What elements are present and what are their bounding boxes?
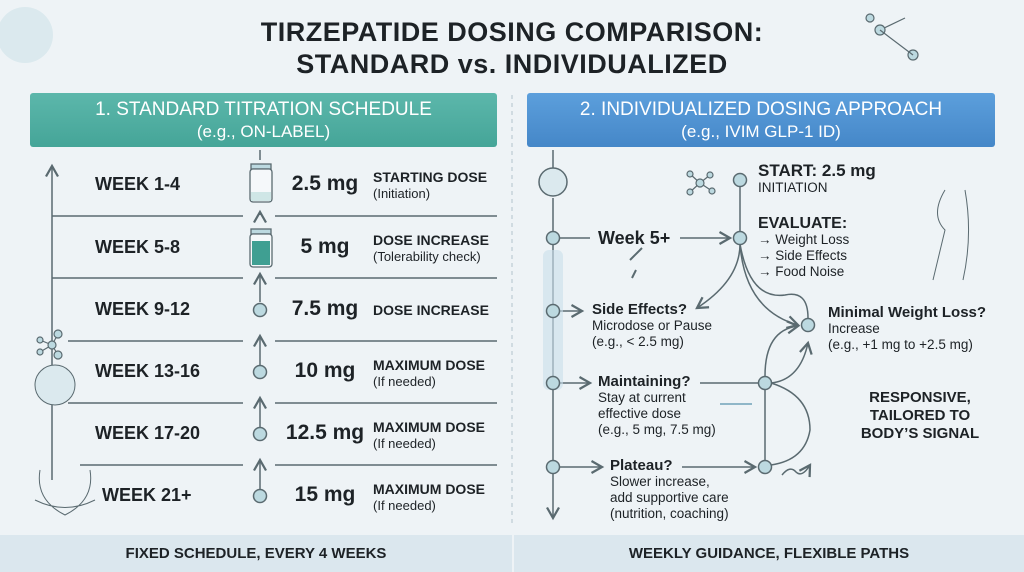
week-5-label: Week 5+ [598,228,671,248]
dose-value: 10 mg [294,359,356,382]
minimal-weight-loss-branch: Minimal Weight Loss? Increase (e.g., +1 … [828,304,987,353]
start-node-label: START: 2.5 mg INITIATION [758,161,876,195]
maintaining-branch: Maintaining? Stay at current effective d… [598,373,716,438]
cell-icon [0,7,53,63]
week-label: WEEK 9-12 [95,299,191,319]
side-effects-branch: Side Effects? Microdose or Pause (e.g., … [592,301,713,350]
tagline: RESPONSIVE, TAILORED TO BODY’S SIGNAL [860,389,980,442]
week-label: WEEK 17-20 [95,423,201,443]
plateau-branch: Plateau? Slower increase, add supportive… [610,457,729,522]
individualized-footer: WEEKLY GUIDANCE, FLEXIBLE PATHS [514,535,1024,572]
body-silhouette-icon [932,189,970,281]
dose-description: MAXIMUM DOSE (If needed) [373,419,485,451]
standard-footer: FIXED SCHEDULE, EVERY 4 WEEKS [0,535,512,572]
page-title: TIRZEPATIDE DOSING COMPARISON: STANDARD … [260,17,764,79]
cell-icon [34,364,76,406]
dose-description: MAXIMUM DOSE (If needed) [373,357,485,389]
week-label: WEEK 1-4 [95,174,181,194]
vial-empty-icon [249,163,273,203]
dose-value: 5 mg [300,235,350,258]
dose-value: 7.5 mg [291,297,359,320]
dose-description: MAXIMUM DOSE (If needed) [373,481,485,513]
molecule-icon [36,13,919,360]
dose-value: 15 mg [294,483,356,506]
dose-description: STARTING DOSE (Initiation) [373,169,488,201]
week-label: WEEK 13-16 [95,361,201,381]
dose-value: 2.5 mg [291,172,359,195]
waist-icon [34,469,96,516]
individualized-header: 2. INDIVIDUALIZED DOSING APPROACH (e.g.,… [527,93,995,147]
evaluate-node-label: EVALUATE: → Weight Loss → Side Effects →… [758,215,850,280]
standard-header: 1. STANDARD TITRATION SCHEDULE (e.g., ON… [30,93,497,147]
week-label: WEEK 21+ [102,485,192,505]
dose-description: DOSE INCREASE (Tolerability check) [373,232,489,264]
week-label: WEEK 5-8 [95,237,181,257]
dropper-icon [629,247,643,279]
vial-filled-icon [249,228,273,268]
dose-description: DOSE INCREASE [373,302,489,318]
dose-value: 12.5 mg [285,421,365,444]
